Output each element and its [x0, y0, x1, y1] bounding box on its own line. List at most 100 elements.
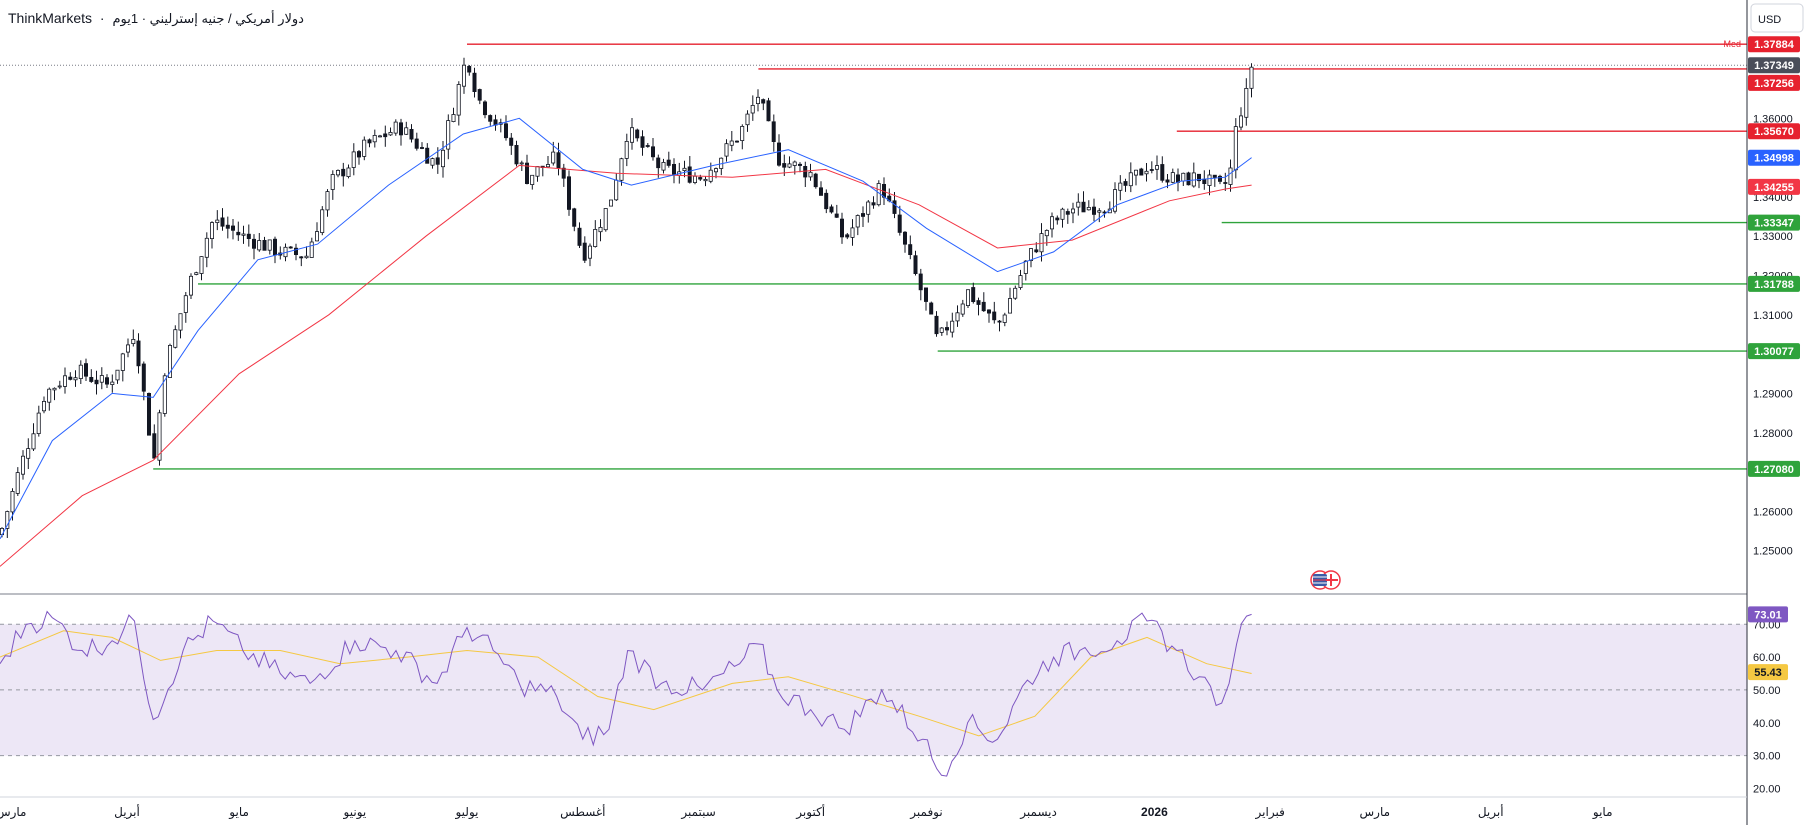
candles-group: [0, 57, 1254, 538]
candle-bullish: [1044, 229, 1049, 237]
candle-bearish: [288, 246, 293, 249]
candle-bearish: [903, 231, 908, 245]
candle-bearish: [1223, 182, 1228, 184]
candle-bearish: [908, 244, 913, 256]
candle-bearish: [1197, 173, 1202, 182]
current-price-tag-bg: [1748, 57, 1800, 74]
candle-bearish: [771, 121, 776, 143]
candle-bullish: [1228, 167, 1233, 185]
candle-bullish: [598, 226, 603, 233]
candle-bullish: [126, 344, 131, 353]
candle-bearish: [971, 287, 976, 303]
level-price-tag-bg: [1748, 460, 1800, 477]
time-axis[interactable]: مارس أبريل مايو يونيو يوليو أغسطس سبتمبر أكتوبر…: [0, 804, 1613, 820]
candle-bullish: [1097, 210, 1102, 213]
candle-bearish: [897, 214, 902, 233]
candle-bullish: [1207, 174, 1212, 186]
time-tick-label: فبراير: [1255, 805, 1285, 820]
candle-bearish: [425, 147, 430, 164]
candle-bearish: [299, 256, 304, 259]
candle-bearish: [735, 140, 740, 143]
candle-bearish: [435, 157, 440, 165]
price-tick-label: 1.25000: [1753, 546, 1793, 558]
level-price-tag-bg: [1748, 36, 1800, 53]
candle-bullish: [335, 169, 340, 176]
time-tick-label: يوليو: [454, 805, 478, 820]
candle-bullish: [162, 375, 167, 414]
candle-bearish: [997, 320, 1002, 323]
economic-events-icon[interactable]: [1310, 570, 1341, 590]
candle-bullish: [115, 369, 120, 381]
candle-bearish: [68, 376, 73, 380]
currency-button[interactable]: USD: [1750, 3, 1804, 33]
candle-bullish: [1155, 165, 1160, 170]
level-price-tag-bg: [1748, 74, 1800, 91]
candle-bullish: [1086, 206, 1091, 211]
candle-bearish: [556, 152, 561, 169]
candle-bullish: [1128, 172, 1133, 187]
candle-bullish: [1008, 298, 1013, 314]
candle-bullish: [955, 312, 960, 322]
candle-bearish: [477, 89, 482, 101]
candle-bullish: [63, 375, 68, 387]
candle-bearish: [414, 138, 419, 149]
candle-bullish: [855, 215, 860, 228]
ema-slow-tag-bg: [1748, 178, 1800, 195]
candle-bullish: [42, 400, 47, 412]
candle-bearish: [840, 218, 845, 238]
candle-bullish: [26, 448, 31, 459]
candle-bullish: [1239, 115, 1244, 128]
candle-bullish: [740, 126, 745, 142]
candle-bullish: [850, 227, 855, 238]
candle-bearish: [1081, 201, 1086, 213]
candle-bullish: [1013, 287, 1018, 299]
candle-bullish: [1002, 314, 1007, 323]
candle-bullish: [960, 303, 965, 315]
candle-bearish: [272, 238, 277, 256]
candle-bearish: [582, 242, 587, 261]
candle-bullish: [1249, 66, 1254, 89]
candle-bearish: [945, 327, 950, 331]
candle-bearish: [976, 300, 981, 305]
candle-bullish: [787, 163, 792, 168]
candle-bearish: [236, 231, 241, 236]
candle-bearish: [666, 159, 671, 166]
candle-bullish: [194, 272, 199, 275]
levels-group: Med: [153, 39, 1747, 470]
candle-bearish: [824, 192, 829, 210]
price-tick-label: 1.28000: [1753, 428, 1793, 440]
currency-label: USD: [1758, 14, 1781, 26]
time-tick-label: مارس: [0, 805, 26, 820]
candle-bearish: [981, 301, 986, 312]
candle-bullish: [31, 433, 36, 450]
candle-bullish: [346, 167, 351, 178]
candle-bullish: [309, 241, 314, 258]
candle-bullish: [183, 295, 188, 313]
candle-bullish: [456, 84, 461, 116]
candle-bearish: [892, 200, 897, 214]
rsi-tick-label: 30.00: [1753, 751, 1781, 763]
candle-bullish: [5, 511, 10, 529]
candle-bearish: [262, 239, 267, 251]
candle-bullish: [593, 228, 598, 247]
level-price-tag-bg: [1748, 343, 1800, 360]
candle-bullish: [1060, 208, 1065, 220]
candle-bearish: [1065, 211, 1070, 215]
time-tick-label: أبريل: [1478, 804, 1504, 820]
rsi-ma-tag: 55.43: [1754, 667, 1782, 679]
candle-bearish: [992, 311, 997, 321]
candle-bearish: [293, 247, 298, 255]
candle-bullish: [661, 161, 666, 171]
candle-bullish: [1181, 172, 1186, 182]
candle-bearish: [419, 147, 424, 149]
candle-bullish: [714, 168, 719, 173]
candle-bullish: [461, 64, 466, 87]
candle-bearish: [640, 136, 645, 148]
candle-bearish: [225, 224, 230, 229]
candle-bearish: [913, 255, 918, 274]
candle-bullish: [1170, 172, 1175, 183]
candle-bearish: [561, 167, 566, 179]
candle-bearish: [1149, 169, 1154, 171]
